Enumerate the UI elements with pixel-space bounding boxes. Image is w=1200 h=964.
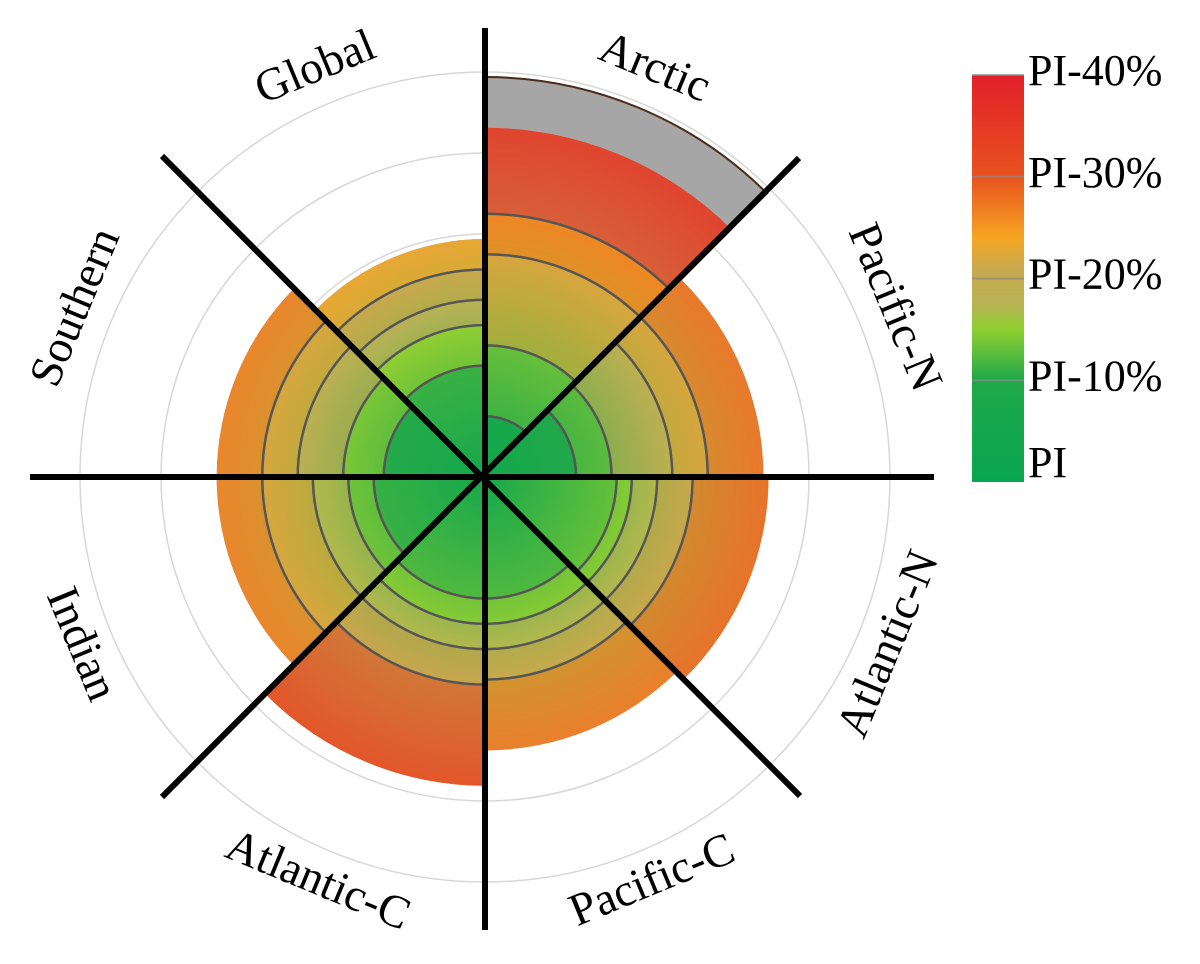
edge-atlantic-c-layer-5 (380, 579, 486, 626)
edge-arctic-layer-4 (484, 253, 644, 321)
colorbar-label-5: PI (1028, 438, 1067, 487)
sector-wedges (216, 76, 769, 786)
sector-label-atlantic-c: Atlantic-C (219, 818, 418, 939)
colorbar-legend: PI-40% PI-30% PI-20% PI-10% PI (972, 46, 1162, 487)
edge-southern-layer-4 (296, 343, 354, 478)
colorbar-label-2: PI-30% (1028, 148, 1162, 197)
edge-pacific-n-layer-3 (641, 318, 709, 478)
edge-arctic-layer-3 (484, 212, 673, 292)
edge-atlantic-c-layer-6 (398, 562, 486, 600)
colorbar-label-3: PI-20% (1028, 250, 1162, 299)
edge-pacific-c-layer-3 (484, 619, 630, 681)
edge-global-layer-6 (405, 364, 486, 400)
sector-separator-4 (159, 155, 802, 800)
wedge-pacific-n-layer-6 (485, 412, 577, 477)
wedge-atlantic-c-layer-6 (399, 477, 485, 599)
edge-southern-layer-5 (342, 375, 386, 478)
sector-label-global: Global (247, 18, 382, 113)
edge-pacific-n-layer-4 (616, 343, 674, 478)
edge-indian-layer-4 (311, 476, 365, 600)
edge-pacific-c-layer-5 (484, 579, 590, 626)
edge-pacific-n-layer-5 (573, 386, 613, 478)
edge-pacific-c-layer-4 (484, 597, 608, 651)
colorbar-label-1: PI-40% (1028, 46, 1162, 95)
sector-label-southern: Southern (19, 220, 130, 393)
edge-southern-layer-3 (261, 318, 329, 478)
edge-global-layer-4 (358, 298, 486, 353)
wedge-southern-layer-6 (383, 405, 485, 477)
edge-global-layer-5 (376, 323, 486, 371)
edge-atlantic-c-layer-3 (337, 622, 486, 686)
colorbar-label-4: PI-10% (1028, 351, 1162, 400)
edge-southern-layer-6 (382, 404, 415, 478)
edge-indian-layer-6 (372, 476, 408, 557)
edge-atlantic-c-layer-4 (362, 597, 486, 651)
edge-pacific-c-layer-6 (484, 562, 572, 600)
edge-arctic-layer-5 (484, 344, 579, 385)
edge-arctic-outer (484, 76, 769, 195)
sector-label-pacific-c: Pacific-C (562, 822, 742, 936)
sector-label-atlantic-n: Atlantic-N (826, 543, 948, 744)
edge-atlantic-n-layer-6 (577, 476, 618, 571)
edge-global-layer-3 (337, 268, 486, 332)
edge-atlantic-n-layer-3 (630, 476, 694, 625)
wedge-global-layer-6 (406, 365, 485, 477)
wedge-pacific-c-layer-6 (485, 477, 571, 599)
edge-indian-layer-5 (347, 476, 390, 575)
edge-indian-layer-3 (261, 476, 329, 636)
edge-atlantic-n-layer-4 (605, 476, 659, 600)
sector-separators (30, 28, 934, 930)
edge-atlantic-n-layer-5 (587, 476, 634, 582)
wedge-atlantic-n-layer-6 (485, 477, 617, 571)
edge-pacific-n-layer-6 (548, 411, 578, 478)
sector-label-pacific-n: Pacific-N (839, 216, 954, 398)
